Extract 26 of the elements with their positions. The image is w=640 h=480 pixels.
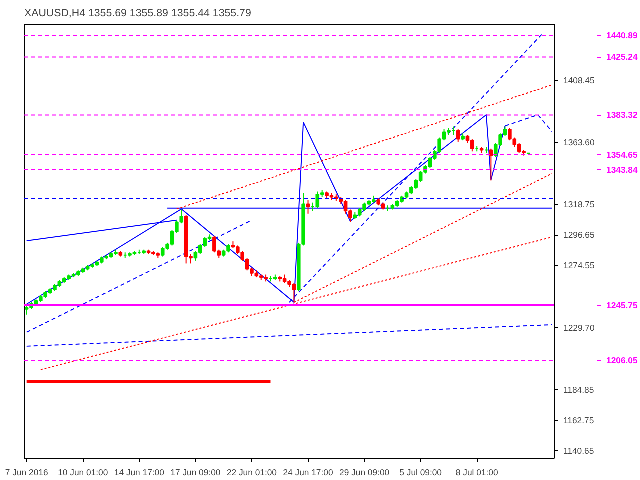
ref-line-label: 1383.32	[606, 110, 638, 120]
ref-line-label: 1245.75	[606, 300, 638, 311]
y-tick-label: 1184.85	[564, 384, 594, 395]
x-tick-label: 8 Jul 01:00	[456, 468, 498, 478]
x-tick-label: 14 Jun 17:00	[114, 468, 165, 478]
x-tick-label: 10 Jun 01:00	[58, 468, 108, 478]
chart-title: XAUUSD,H4 1355.69 1355.89 1355.44 1355.79	[24, 8, 252, 20]
ref-line-label: 1354.65	[606, 150, 638, 160]
ref-line-label: 1206.05	[606, 355, 638, 366]
x-tick-label: 22 Jun 01:00	[226, 468, 278, 478]
ref-line-label: 1425.24	[606, 52, 638, 62]
y-tick-label: 1318.75	[564, 200, 595, 210]
y-tick-label: 1162.75	[564, 415, 594, 426]
x-tick-label: 7 Jun 2016	[5, 468, 48, 478]
y-tick-label: 1229.70	[564, 322, 595, 333]
x-tick-label: 17 Jun 09:00	[170, 468, 221, 478]
ref-line-label: 1440.89	[606, 30, 638, 41]
x-tick-label: 24 Jun 17:00	[283, 468, 334, 478]
y-tick-label: 1363.60	[564, 138, 595, 148]
x-tick-label: 29 Jun 09:00	[340, 468, 390, 478]
y-tick-label: 1296.65	[564, 230, 595, 240]
ref-line-label: 1343.84	[606, 164, 638, 175]
x-tick-label: 5 Jul 09:00	[400, 468, 442, 478]
y-tick-label: 1274.55	[564, 260, 595, 271]
y-tick-label: 1408.45	[564, 75, 595, 86]
y-tick-label: 1140.65	[564, 446, 594, 456]
